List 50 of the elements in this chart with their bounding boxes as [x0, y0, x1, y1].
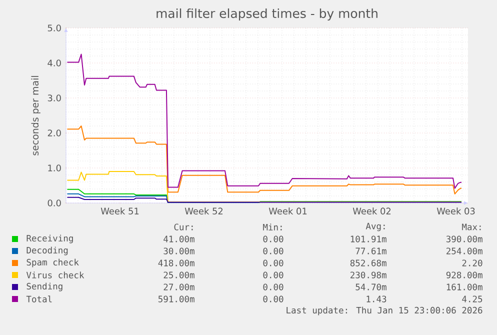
text: 852.68m: [350, 260, 386, 266]
text: 27.00m: [164, 284, 194, 290]
text: 230.98m: [350, 272, 386, 278]
text: Last update: Thu Jan 15 23:00:06 2026: [286, 306, 482, 316]
text: 0.00: [263, 260, 284, 266]
x-tick-label: Week 03: [436, 208, 475, 214]
text: 1.43: [366, 296, 386, 302]
y-axis-title: seconds per mail: [31, 76, 40, 156]
text: Min:: [263, 224, 282, 230]
legend-label: Virus check: [26, 272, 84, 278]
x-tick-label: Week 51: [100, 208, 139, 214]
text: Avg:: [366, 222, 385, 232]
text: 4.25: [462, 296, 482, 302]
line-series: [66, 126, 462, 194]
y-tick-label: 3.0: [48, 94, 61, 102]
text: 30.00m: [164, 248, 194, 254]
text: 161.00m: [446, 284, 482, 290]
text: 41.00m: [164, 236, 194, 242]
legend-label: Total: [26, 296, 52, 302]
text: 0.00: [263, 296, 284, 302]
text: 418.00m: [158, 260, 194, 266]
text: 0.00: [263, 248, 284, 254]
text: Max:: [462, 224, 481, 230]
text: 25.00m: [164, 272, 194, 278]
x-tick-label: Week 02: [352, 208, 391, 214]
text: 591.00m: [158, 296, 194, 302]
text: 101.91m: [350, 236, 386, 242]
legend-label: Decoding: [26, 246, 68, 256]
text: 254.00m: [446, 248, 482, 254]
y-tick-label: 5.0: [48, 24, 61, 32]
text: Cur:: [174, 224, 193, 230]
x-tick-label: Week 52: [184, 208, 223, 214]
text: 2.20: [462, 260, 482, 266]
text: 390.00m: [446, 236, 482, 242]
x-tick-label: Week 01: [268, 208, 307, 214]
y-tick-label: 4.0: [48, 60, 61, 66]
text: 0.00: [263, 272, 284, 278]
text: 0.00: [263, 236, 284, 242]
chart-title: mail filter elapsed times - by month: [156, 8, 378, 21]
legend-label: Receiving: [26, 234, 73, 244]
y-tick-label: 2.0: [48, 130, 61, 136]
text: 928.00m: [446, 272, 482, 278]
line-series: [66, 54, 462, 189]
legend-label: Sending: [26, 282, 62, 292]
y-tick-label: 1.0: [48, 164, 61, 172]
text: 0.00: [263, 284, 284, 290]
y-tick-label: 0.0: [48, 200, 61, 206]
text: 54.70m: [356, 284, 386, 290]
legend-label: Spam check: [26, 258, 79, 268]
text: 77.61m: [356, 248, 386, 254]
